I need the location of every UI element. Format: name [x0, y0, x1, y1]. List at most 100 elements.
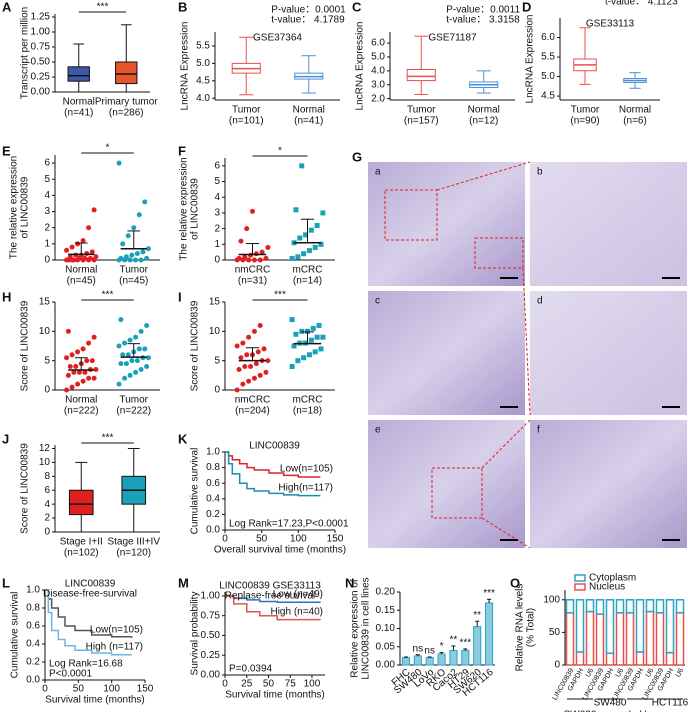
- significance: **: [473, 610, 481, 621]
- point: [297, 235, 303, 241]
- bar: [473, 626, 482, 666]
- y-tick-label: 6.0: [541, 32, 555, 43]
- point: [142, 199, 148, 205]
- chart-title: Replase-free suvival: [225, 591, 316, 602]
- y-tick-label: 5.0: [196, 58, 210, 69]
- point: [65, 372, 71, 378]
- point: [145, 246, 151, 252]
- x-tick-label: 50: [256, 534, 268, 545]
- point: [253, 361, 259, 367]
- y-tick-label: 4: [44, 190, 50, 201]
- y-tick-label: 4: [214, 192, 220, 203]
- x-axis-label: Survival time (months): [45, 695, 144, 706]
- point: [244, 352, 250, 358]
- count-label: (n=204): [235, 406, 270, 417]
- point: [93, 366, 99, 372]
- bar-segment: [655, 599, 665, 614]
- y-tick-label: 10: [39, 326, 51, 337]
- point: [89, 358, 95, 364]
- point: [318, 346, 324, 352]
- bar-segment: [605, 599, 615, 655]
- image-label: f: [537, 425, 540, 436]
- point: [291, 343, 297, 349]
- image: [368, 420, 525, 548]
- scale-bars: [500, 277, 680, 541]
- point: [312, 349, 318, 355]
- significance: *: [440, 641, 444, 652]
- y-tick-label: 0.0: [206, 525, 220, 536]
- bar-segment: [575, 651, 585, 666]
- legend-label: Cytoplasm: [589, 573, 636, 584]
- point: [145, 355, 151, 361]
- y-tick-label: 100: [543, 594, 560, 605]
- point: [82, 369, 88, 375]
- point: [318, 241, 324, 247]
- point: [75, 241, 81, 247]
- box: [67, 66, 90, 82]
- legend-label: Low(n=105): [280, 464, 333, 475]
- y-tick-label: 6: [44, 158, 50, 169]
- chart-title: Disease-free-survival: [43, 589, 137, 600]
- y-tick-label: 0.8: [26, 603, 40, 614]
- point: [75, 381, 81, 387]
- panel-letter: E: [2, 143, 11, 158]
- legend-label: Nucleus: [589, 582, 625, 593]
- y-tick-label: 3.0: [371, 79, 385, 90]
- y-tick-label: 5.0: [541, 71, 555, 82]
- y-tick-label: 6.0: [371, 38, 385, 49]
- point: [305, 328, 310, 334]
- y-axis-label: of LINC00839: [190, 178, 201, 240]
- y-axis-label: Cumulative survival: [10, 592, 21, 679]
- point: [116, 160, 122, 166]
- point: [240, 340, 246, 346]
- box: [115, 61, 138, 85]
- panel-letter: A: [2, 0, 12, 14]
- x-tick-label: 75: [285, 679, 297, 690]
- point: [289, 317, 295, 323]
- point: [64, 355, 70, 361]
- y-tick-label: 0.6: [26, 621, 40, 632]
- bar-segment: [635, 651, 645, 666]
- bar-segment: [675, 612, 685, 666]
- point: [65, 328, 71, 334]
- y-axis-label: Score of LINC00839: [190, 300, 201, 391]
- point: [306, 352, 312, 358]
- point: [289, 364, 295, 370]
- group-label: SW480: [594, 698, 627, 709]
- point: [82, 255, 88, 261]
- y-axis-label: (% Total): [526, 608, 537, 647]
- bar: [461, 649, 470, 666]
- panel-letter: D: [522, 0, 531, 14]
- significance: ns: [424, 646, 435, 657]
- point: [136, 212, 142, 218]
- y-tick-label: 0.50: [31, 57, 51, 68]
- count-label: (n=45): [67, 276, 96, 287]
- group-label: SW620: [564, 710, 597, 712]
- category-label: Primary tumor: [95, 97, 158, 108]
- point: [259, 249, 265, 255]
- panel-letter: O: [510, 575, 520, 590]
- point: [253, 251, 259, 257]
- y-tick-label: 8: [44, 471, 50, 482]
- point: [140, 249, 146, 255]
- bar-segment: [565, 612, 575, 666]
- point: [71, 257, 77, 263]
- count-label: (n=41): [294, 116, 323, 127]
- y-tick-label: 0.75: [31, 42, 51, 53]
- point: [125, 352, 131, 358]
- point: [299, 328, 305, 334]
- point: [122, 375, 128, 381]
- x-axis-label: Overall survival time (months): [214, 545, 346, 556]
- point: [138, 366, 144, 372]
- zoom-line: [522, 267, 531, 416]
- point: [127, 257, 133, 263]
- y-tick-label: 0.4: [206, 493, 220, 504]
- y-tick-label: 0.8: [206, 462, 220, 473]
- dataset-label: GSE33113: [586, 19, 635, 30]
- point: [240, 381, 246, 387]
- point: [91, 375, 97, 381]
- category-label: Stage I+II: [60, 537, 103, 548]
- count-label: (n=45): [119, 276, 148, 287]
- point: [127, 337, 133, 343]
- point: [133, 334, 139, 340]
